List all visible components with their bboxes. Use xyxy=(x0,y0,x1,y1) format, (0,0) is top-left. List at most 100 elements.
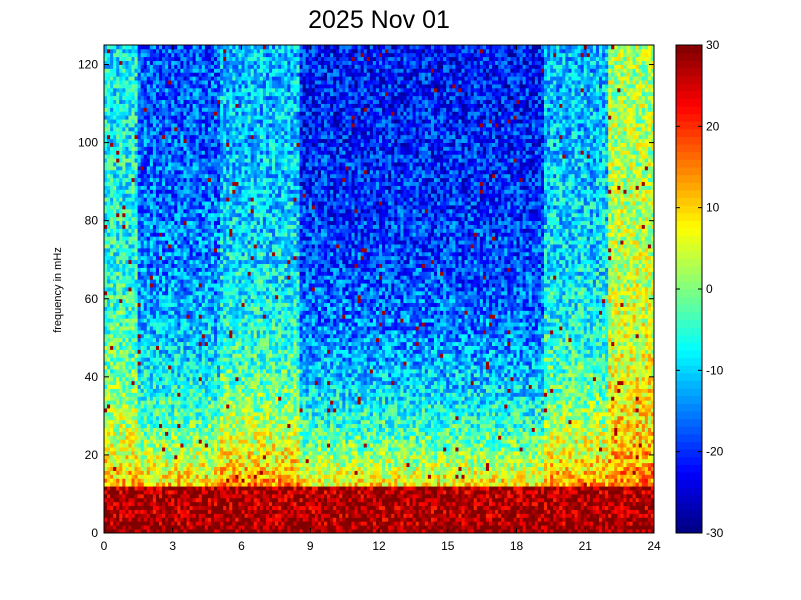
heatmap-cell xyxy=(141,486,144,490)
heatmap-cell xyxy=(128,96,131,100)
heatmap-cell xyxy=(144,49,147,53)
heatmap-cell xyxy=(104,84,107,88)
heatmap-cell xyxy=(119,104,122,108)
heatmap-cell xyxy=(107,474,110,478)
heatmap-cell xyxy=(113,412,116,416)
heatmap-cell xyxy=(217,170,220,174)
heatmap-cell xyxy=(107,385,110,389)
heatmap-cell xyxy=(196,525,199,529)
heatmap-cell xyxy=(193,225,196,229)
heatmap-cell xyxy=(208,189,211,193)
heatmap-cell xyxy=(193,275,196,279)
heatmap-cell xyxy=(202,396,205,400)
heatmap-cell xyxy=(214,416,217,420)
heatmap-cell xyxy=(159,45,162,49)
heatmap-cell xyxy=(174,111,177,115)
heatmap-cell xyxy=(217,182,220,186)
heatmap-cell xyxy=(138,369,141,373)
heatmap-cell xyxy=(180,428,183,432)
heatmap-cell xyxy=(141,385,144,389)
heatmap-cell xyxy=(116,228,119,232)
heatmap-cell xyxy=(153,459,156,463)
heatmap-cell xyxy=(113,443,116,447)
heatmap-cell xyxy=(116,201,119,205)
heatmap-cell xyxy=(147,76,150,80)
heatmap-cell xyxy=(122,455,125,459)
heatmap-cell xyxy=(165,287,168,291)
heatmap-cell xyxy=(144,68,147,72)
heatmap-cell xyxy=(147,381,150,385)
heatmap-cell xyxy=(180,283,183,287)
heatmap-cell xyxy=(159,357,162,361)
heatmap-cell xyxy=(128,463,131,467)
heatmap-cell xyxy=(190,232,193,236)
heatmap-cell xyxy=(202,57,205,61)
heatmap-cell xyxy=(205,494,208,498)
heatmap-cell xyxy=(205,385,208,389)
heatmap-cell xyxy=(156,389,159,393)
heatmap-cell xyxy=(165,232,168,236)
heatmap-cell xyxy=(153,365,156,369)
heatmap-cell xyxy=(180,510,183,514)
heatmap-cell xyxy=(220,182,223,186)
heatmap-cell xyxy=(187,471,190,475)
heatmap-cell xyxy=(150,201,153,205)
heatmap-cell xyxy=(190,369,193,373)
heatmap-cell xyxy=(217,49,220,53)
heatmap-cell xyxy=(177,291,180,295)
heatmap-cell xyxy=(183,517,186,521)
heatmap-cell xyxy=(125,213,128,217)
heatmap-cell xyxy=(217,283,220,287)
heatmap-cell xyxy=(128,88,131,92)
heatmap-cell xyxy=(190,322,193,326)
heatmap-cell xyxy=(104,271,107,275)
heatmap-cell xyxy=(156,84,159,88)
heatmap-cell xyxy=(147,471,150,475)
heatmap-cell xyxy=(132,377,135,381)
heatmap-cell xyxy=(156,225,159,229)
heatmap-cell xyxy=(190,424,193,428)
heatmap-cell xyxy=(122,318,125,322)
heatmap-cell xyxy=(177,490,180,494)
heatmap-cell xyxy=(171,474,174,478)
heatmap-cell xyxy=(110,428,113,432)
heatmap-cell xyxy=(125,318,128,322)
heatmap-cell xyxy=(132,412,135,416)
heatmap-cell xyxy=(214,287,217,291)
heatmap-cell xyxy=(190,264,193,268)
heatmap-cell xyxy=(202,123,205,127)
heatmap-cell xyxy=(220,283,223,287)
heatmap-cell xyxy=(168,248,171,252)
heatmap-cell xyxy=(183,178,186,182)
heatmap-cell xyxy=(141,428,144,432)
heatmap-cell xyxy=(177,307,180,311)
heatmap-cell xyxy=(122,248,125,252)
heatmap-cell xyxy=(107,49,110,53)
heatmap-cell xyxy=(205,314,208,318)
heatmap-cell xyxy=(205,143,208,147)
heatmap-cell xyxy=(180,268,183,272)
heatmap-cell xyxy=(214,389,217,393)
heatmap-cell xyxy=(177,408,180,412)
heatmap-cell xyxy=(147,291,150,295)
heatmap-cell xyxy=(202,201,205,205)
heatmap-cell xyxy=(125,92,128,96)
heatmap-cell xyxy=(138,338,141,342)
heatmap-cell xyxy=(177,299,180,303)
heatmap-cell xyxy=(122,357,125,361)
heatmap-cell xyxy=(122,463,125,467)
heatmap-cell xyxy=(187,330,190,334)
heatmap-cell xyxy=(187,506,190,510)
heatmap-cell xyxy=(217,404,220,408)
heatmap-cell xyxy=(162,474,165,478)
heatmap-cell xyxy=(223,474,226,478)
heatmap-cell xyxy=(138,283,141,287)
heatmap-cell xyxy=(208,451,211,455)
heatmap-cell xyxy=(125,435,128,439)
heatmap-cell xyxy=(147,150,150,154)
heatmap-cell xyxy=(196,84,199,88)
heatmap-cell xyxy=(220,170,223,174)
heatmap-cell xyxy=(193,424,196,428)
heatmap-cell xyxy=(159,416,162,420)
heatmap-cell xyxy=(183,494,186,498)
